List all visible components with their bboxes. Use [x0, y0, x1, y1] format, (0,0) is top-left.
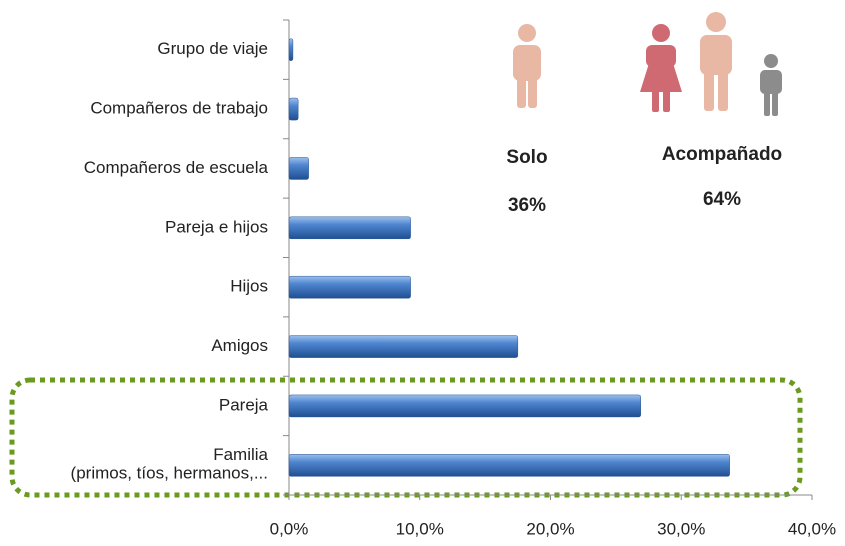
y-tick-label: Pareja e hijos — [165, 217, 268, 236]
bar — [288, 157, 309, 180]
bar — [288, 97, 299, 121]
annotation: 64% — [703, 189, 741, 210]
x-tick-label: 10,0% — [396, 519, 444, 538]
icon-solo — [513, 24, 541, 108]
bar — [288, 394, 641, 418]
bar — [288, 454, 730, 477]
annotation: Solo — [506, 147, 547, 168]
annotation: Acompañado — [662, 144, 782, 165]
y-tick-label: Compañeros de trabajo — [90, 99, 268, 118]
y-tick-label: Amigos — [211, 336, 268, 355]
y-tick-label: Compañeros de escuela — [84, 158, 269, 177]
annotation: 36% — [508, 195, 546, 216]
y-tick-label: Familia (primos, tíos, hermanos,... — [71, 445, 269, 483]
x-tick-label: 20,0% — [526, 519, 574, 538]
icon-accompanied — [640, 12, 782, 116]
y-tick-label: Hijos — [230, 277, 268, 296]
x-tick-label: 40,0% — [788, 519, 836, 538]
bar — [288, 38, 294, 61]
x-tick-label: 0,0% — [270, 519, 309, 538]
x-tick-label: 30,0% — [657, 519, 705, 538]
y-tick-label: Pareja — [219, 395, 269, 414]
bar — [288, 335, 519, 358]
y-tick-label: Grupo de viaje — [157, 39, 268, 58]
bar — [288, 275, 411, 299]
bar — [288, 216, 411, 240]
